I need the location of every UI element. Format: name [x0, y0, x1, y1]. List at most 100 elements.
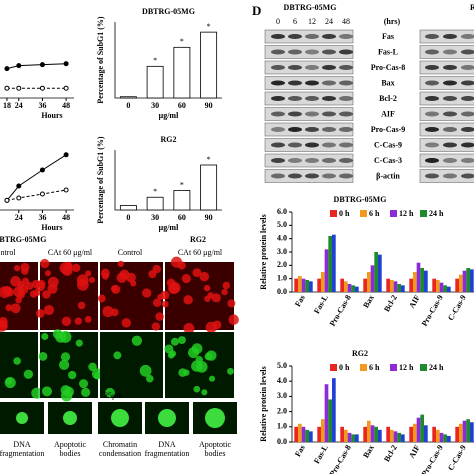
band [339, 111, 353, 117]
cell [63, 411, 77, 425]
cell [44, 270, 51, 277]
band [288, 142, 302, 148]
protein-label: Bcl-2 [379, 94, 397, 103]
cell [170, 337, 179, 346]
x-tick-label: 18 [3, 101, 11, 110]
band [288, 96, 302, 101]
cell [43, 304, 55, 316]
y-tick-label: 1.0 [277, 273, 287, 282]
protein-label: β-actin [376, 171, 400, 180]
cell [121, 318, 131, 328]
band [461, 34, 474, 39]
y-axis-label: Relative protein levels [259, 366, 268, 441]
band [339, 49, 353, 55]
bar [389, 280, 394, 292]
protein-label: Fas [382, 32, 394, 41]
cell [111, 409, 129, 427]
cell [75, 339, 83, 347]
cell [97, 294, 106, 303]
bar [146, 65, 164, 99]
band [461, 65, 474, 70]
bar [200, 31, 218, 99]
bar [462, 420, 467, 442]
y-tick-label: 3.0 [277, 391, 287, 400]
chart-title: RG2 [161, 135, 177, 144]
cell [161, 300, 169, 308]
protein-label: C-Cas-9 [374, 140, 402, 149]
band [443, 96, 457, 101]
bar [432, 278, 436, 292]
cell [205, 321, 217, 333]
legend-swatch [360, 364, 367, 371]
time-label: 24 [325, 17, 333, 26]
band [271, 142, 285, 148]
cell [2, 285, 12, 296]
band [339, 158, 353, 163]
band [288, 111, 302, 117]
bar [389, 429, 394, 442]
cell [64, 262, 73, 271]
cell [61, 316, 72, 327]
bar [328, 399, 333, 442]
cell [195, 356, 203, 364]
cell [60, 352, 71, 362]
bar [386, 278, 390, 292]
bar [424, 270, 428, 292]
x-tick-label: AIF [407, 293, 422, 310]
cell [191, 343, 203, 354]
bar [401, 285, 405, 292]
y-axis-label: Relative protein levels [259, 214, 268, 289]
band [305, 158, 319, 163]
band [305, 173, 319, 179]
band [322, 49, 336, 55]
band [322, 127, 336, 132]
bar [320, 419, 325, 442]
bar [119, 96, 137, 99]
legend-label: 6 h [369, 209, 380, 218]
band [443, 127, 457, 132]
cell [166, 278, 176, 288]
x-axis-label: μg/ml [159, 111, 179, 120]
feature-label: bodies [60, 449, 81, 458]
x-tick-label: 90 [205, 213, 213, 222]
cell [169, 350, 177, 357]
cell [10, 303, 21, 314]
bar [435, 280, 440, 292]
cell [208, 375, 216, 382]
cell [59, 359, 70, 370]
bar [347, 432, 352, 442]
bar [370, 265, 375, 292]
bar [351, 285, 356, 292]
significance: * [153, 56, 157, 65]
cell [4, 377, 16, 389]
band [305, 111, 319, 117]
cell [211, 293, 221, 303]
x-tick-label: Fas-L [312, 293, 330, 315]
bar [466, 268, 471, 292]
point [39, 167, 45, 173]
cell [47, 276, 59, 288]
point [4, 66, 10, 72]
cell [221, 288, 228, 296]
cell [13, 286, 25, 298]
bar [355, 286, 359, 292]
panel-label: D [252, 3, 261, 18]
bar [458, 423, 463, 442]
cell [142, 288, 152, 298]
band [461, 158, 474, 163]
x-tick-label: 30 [151, 101, 159, 110]
cell [31, 387, 43, 399]
cell-line: R [470, 3, 474, 12]
band [288, 173, 302, 179]
time-label: 12 [308, 17, 316, 26]
time-label: 0 [276, 17, 280, 26]
micrograph [100, 332, 163, 398]
bar [328, 236, 333, 292]
band [322, 80, 336, 86]
band [322, 142, 336, 148]
column-label: Control [118, 248, 143, 257]
significance: * [153, 187, 157, 196]
bar [374, 252, 379, 292]
bar [412, 423, 417, 442]
cell [77, 279, 89, 291]
